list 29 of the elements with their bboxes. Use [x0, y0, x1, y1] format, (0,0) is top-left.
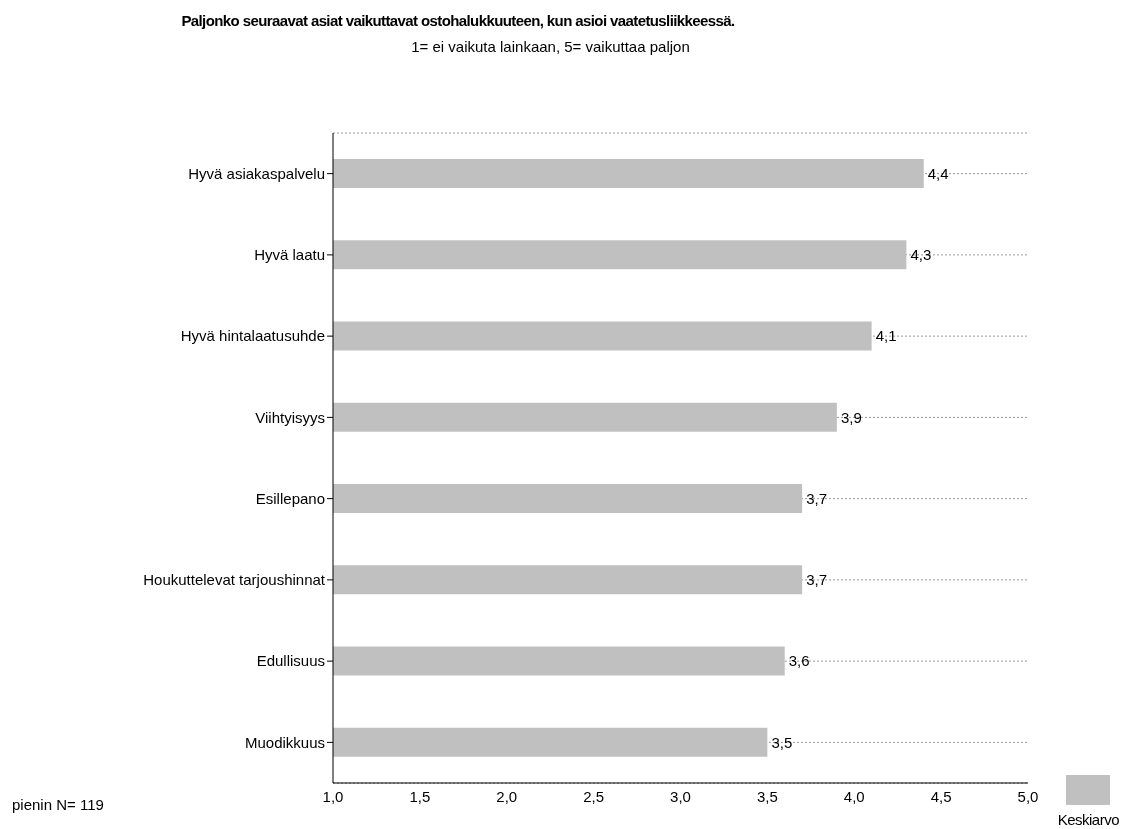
x-tick-label: 3,0 [670, 787, 691, 805]
y-tick-label: Edullisuus [256, 652, 325, 670]
x-tick-label: 3,5 [756, 787, 778, 805]
data-label: 4,4 [927, 164, 949, 182]
data-label: 3,5 [771, 733, 793, 751]
y-tick-label: Hyvä laatu [254, 246, 325, 264]
x-tick-label: 4,0 [843, 787, 865, 805]
x-tick-label: 1,0 [322, 787, 344, 805]
x-tick-label: 2,5 [583, 787, 605, 805]
x-tick-label: 4,5 [930, 787, 952, 805]
x-tick-label: 1,5 [409, 787, 431, 805]
y-tick-label: Hyvä hintalaatusuhde [180, 327, 325, 345]
data-label: 4,3 [910, 246, 932, 263]
data-label: 3,7 [806, 571, 827, 588]
x-tick-label: 2,0 [496, 787, 518, 805]
data-label: 3,6 [788, 652, 810, 670]
text: pienin N= 119 [12, 796, 104, 813]
y-tick-label: Houkuttelevat tarjoushinnat [143, 571, 326, 589]
chart-subtitle: 1= ei vaikuta lainkaan, 5= vaikuttaa paljon [410, 38, 691, 55]
y-tick-label: Hyvä asiakaspalvelu [188, 164, 325, 182]
y-tick-label: Esillepano [255, 489, 325, 507]
x-tick-label: 5,0 [1017, 787, 1039, 805]
y-tick-label: Muodikkuus [244, 733, 325, 751]
chart-title: Paljonko seuraavat asiat vaikuttavat ostohalukkuuteen, kun asioi vaatetusliikkeessä. [180, 12, 736, 29]
data-label: 4,1 [875, 327, 897, 345]
y-tick-label: Viihtyisyys [255, 408, 325, 426]
data-label: 3,7 [806, 489, 827, 507]
data-label: 3,9 [840, 408, 862, 426]
legend-label: Keskiarvo [1057, 811, 1119, 828]
